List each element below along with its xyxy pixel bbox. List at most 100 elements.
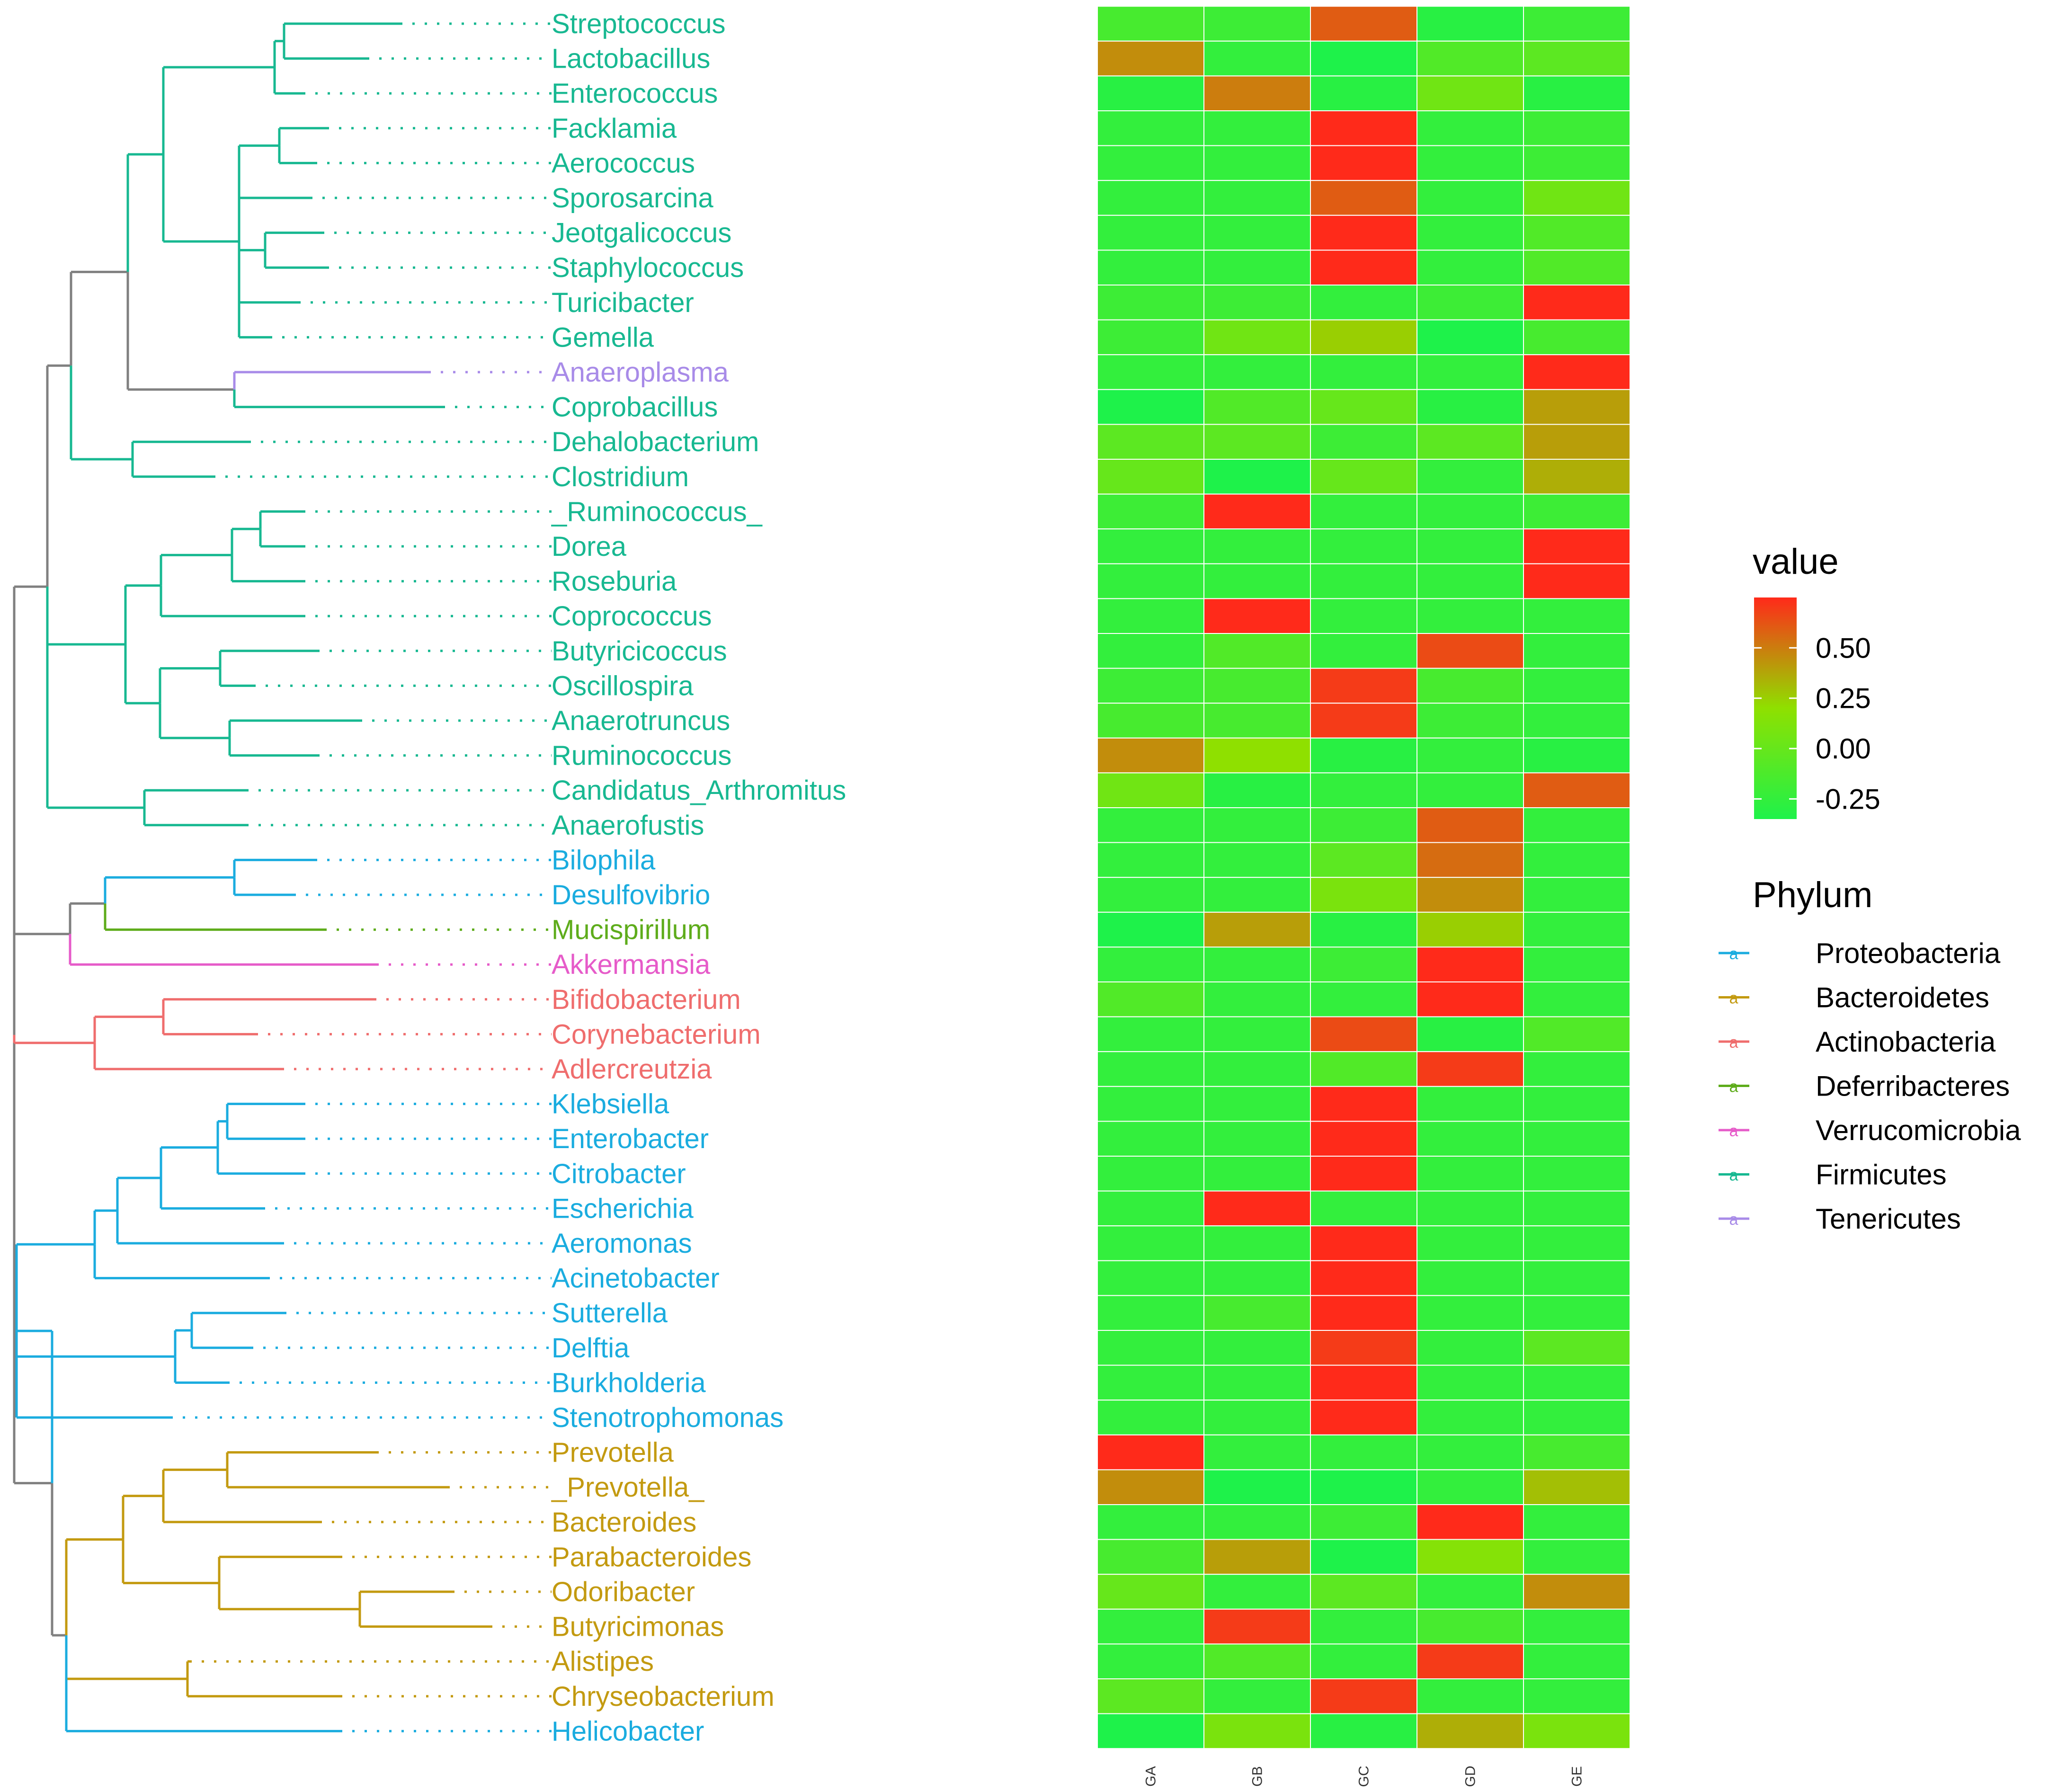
heatmap-cell: [1310, 493, 1417, 530]
heatmap-cell: [1310, 1504, 1417, 1540]
tip-label: Gemella: [552, 322, 654, 353]
heatmap-cell: [1310, 389, 1417, 425]
heatmap-cell: [1416, 1051, 1524, 1087]
heatmap-cell: [1523, 424, 1630, 460]
heatmap-cell: [1416, 1364, 1524, 1401]
heatmap-cell: [1203, 633, 1311, 669]
heatmap-cell: [1523, 1504, 1630, 1540]
heatmap-cell: [1097, 1678, 1204, 1714]
heatmap-cell: [1523, 1086, 1630, 1122]
heatmap-cell: [1310, 1086, 1417, 1122]
heatmap-cell: [1097, 1086, 1204, 1122]
heatmap-cell: [1310, 877, 1417, 913]
tip-label: Acinetobacter: [552, 1263, 720, 1294]
phylum-legend-key-glyph: a: [1729, 1078, 1738, 1096]
column-label: GA: [1143, 1766, 1159, 1786]
heatmap-cell: [1523, 389, 1630, 425]
heatmap-cell: [1310, 319, 1417, 356]
heatmap-cell: [1310, 1121, 1417, 1157]
heatmap-cell: [1203, 563, 1311, 599]
heatmap-cell: [1523, 1469, 1630, 1505]
tip-label: Desulfovibrio: [552, 880, 710, 910]
column-label: GB: [1250, 1766, 1265, 1786]
heatmap-cell: [1310, 354, 1417, 390]
heatmap-cell: [1310, 703, 1417, 739]
heatmap-cell: [1416, 842, 1524, 878]
heatmap-cell: [1310, 842, 1417, 878]
heatmap-cell: [1097, 459, 1204, 495]
heatmap-cell: [1310, 807, 1417, 843]
phylum-legend-label: Tenericutes: [1816, 1203, 1961, 1235]
heatmap-cell: [1310, 6, 1417, 42]
heatmap-cell: [1523, 981, 1630, 1017]
heatmap-cell: [1416, 1225, 1524, 1261]
heatmap-cell: [1097, 633, 1204, 669]
heatmap-cell: [1310, 981, 1417, 1017]
phylum-legend-key-glyph: a: [1729, 1034, 1738, 1052]
tip-label: Helicobacter: [552, 1716, 704, 1747]
heatmap-cell: [1416, 772, 1524, 809]
heatmap-cell: [1097, 1539, 1204, 1575]
heatmap-cell: [1416, 6, 1524, 42]
heatmap-cell: [1097, 563, 1204, 599]
heatmap-cell: [1203, 668, 1311, 704]
heatmap-cell: [1310, 180, 1417, 216]
heatmap-cell: [1523, 1434, 1630, 1471]
tip-label: Escherichia: [552, 1193, 694, 1224]
heatmap-cell: [1523, 354, 1630, 390]
heatmap-cell: [1203, 75, 1311, 111]
heatmap-cell: [1097, 1469, 1204, 1505]
heatmap-cell: [1523, 1121, 1630, 1157]
heatmap-cell: [1523, 946, 1630, 983]
heatmap-cell: [1203, 1260, 1311, 1296]
heatmap-cell: [1523, 6, 1630, 42]
heatmap-cell: [1416, 598, 1524, 634]
value-legend-title: value: [1753, 542, 1839, 582]
heatmap-cell: [1203, 1190, 1311, 1227]
heatmap-cell: [1416, 319, 1524, 356]
tip-label: Candidatus_Arthromitus: [552, 775, 846, 806]
heatmap-cell: [1310, 424, 1417, 460]
tip-label: Bacteroides: [552, 1507, 696, 1538]
heatmap-cell: [1310, 459, 1417, 495]
column-label: GC: [1356, 1766, 1372, 1787]
heatmap-cell: [1523, 145, 1630, 181]
heatmap-cell: [1097, 1364, 1204, 1401]
heatmap-cell: [1203, 40, 1311, 77]
heatmap-cell: [1203, 946, 1311, 983]
heatmap-cell: [1203, 807, 1311, 843]
heatmap-cell: [1203, 981, 1311, 1017]
heatmap-cell: [1310, 75, 1417, 111]
heatmap-cell: [1416, 1539, 1524, 1575]
heatmap-cell: [1097, 1260, 1204, 1296]
heatmap-cell: [1097, 214, 1204, 251]
heatmap-cell: [1203, 1539, 1311, 1575]
heatmap-cell: [1416, 110, 1524, 146]
phylum-legend-label: Firmicutes: [1816, 1159, 1947, 1191]
heatmap-cell: [1310, 737, 1417, 774]
heatmap-cell: [1310, 633, 1417, 669]
tip-label: Bifidobacterium: [552, 984, 741, 1015]
heatmap-cell: [1310, 1190, 1417, 1227]
heatmap-cell: [1523, 598, 1630, 634]
heatmap-cell: [1416, 285, 1524, 321]
heatmap-cell: [1203, 250, 1311, 286]
heatmap-cell: [1416, 459, 1524, 495]
heatmap-cell: [1203, 1016, 1311, 1052]
heatmap-cell: [1416, 877, 1524, 913]
tip-label: Jeotgalicoccus: [552, 218, 731, 249]
heatmap-cell: [1203, 180, 1311, 216]
heatmap-cell: [1097, 389, 1204, 425]
heatmap-cell: [1097, 1608, 1204, 1645]
heatmap-cell: [1523, 911, 1630, 948]
heatmap-cell: [1416, 145, 1524, 181]
heatmap-cell: [1097, 1643, 1204, 1679]
tip-label: Aerococcus: [552, 148, 695, 178]
heatmap-cell: [1097, 285, 1204, 321]
heatmap-cell: [1203, 911, 1311, 948]
heatmap-cell: [1203, 424, 1311, 460]
heatmap-cell: [1310, 946, 1417, 983]
heatmap-cell: [1523, 1260, 1630, 1296]
heatmap-cell: [1097, 737, 1204, 774]
tip-label: Anaerotruncus: [552, 705, 730, 736]
